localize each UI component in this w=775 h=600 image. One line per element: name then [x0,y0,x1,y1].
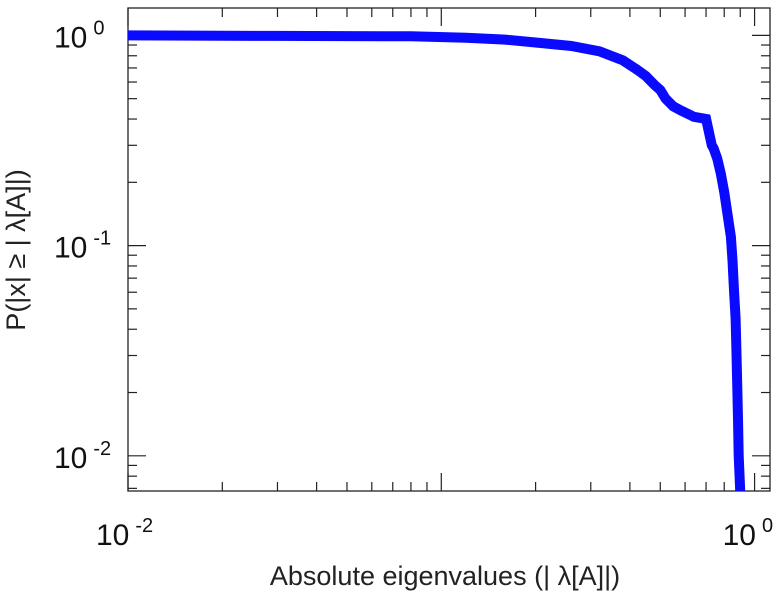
y-tick-label-base: 10 [54,21,87,54]
y-tick-label-base: 10 [54,442,87,475]
x-tick-label-exponent: -2 [135,515,153,537]
y-tick-label-exponent: -1 [93,228,111,250]
x-tick-label: 10 0 [723,515,774,552]
y-tick-label-exponent: -2 [93,438,111,460]
axis-ticks [127,8,770,491]
y-tick-label: 10 -2 [54,438,111,475]
y-tick-label-base: 10 [54,232,87,265]
y-tick-label: 10 0 [54,17,105,54]
x-tick-label: 10 -2 [96,515,153,552]
x-tick-label-base: 10 [723,519,756,552]
tick-labels: 10 0 10 -1 10 -2 10 -2 10 0 [54,17,773,552]
y-axis-label: P(|x| ≥ | λ[A]|) [1,169,31,330]
x-tick-label-base: 10 [96,519,129,552]
x-axis-label: Absolute eigenvalues (| λ[A]|) [270,561,620,591]
plot-frame [127,7,771,492]
y-tick-label: 10 -1 [54,228,111,265]
y-tick-label-exponent: 0 [93,17,104,39]
x-tick-label-exponent: 0 [762,515,773,537]
data-series-line [127,30,746,492]
